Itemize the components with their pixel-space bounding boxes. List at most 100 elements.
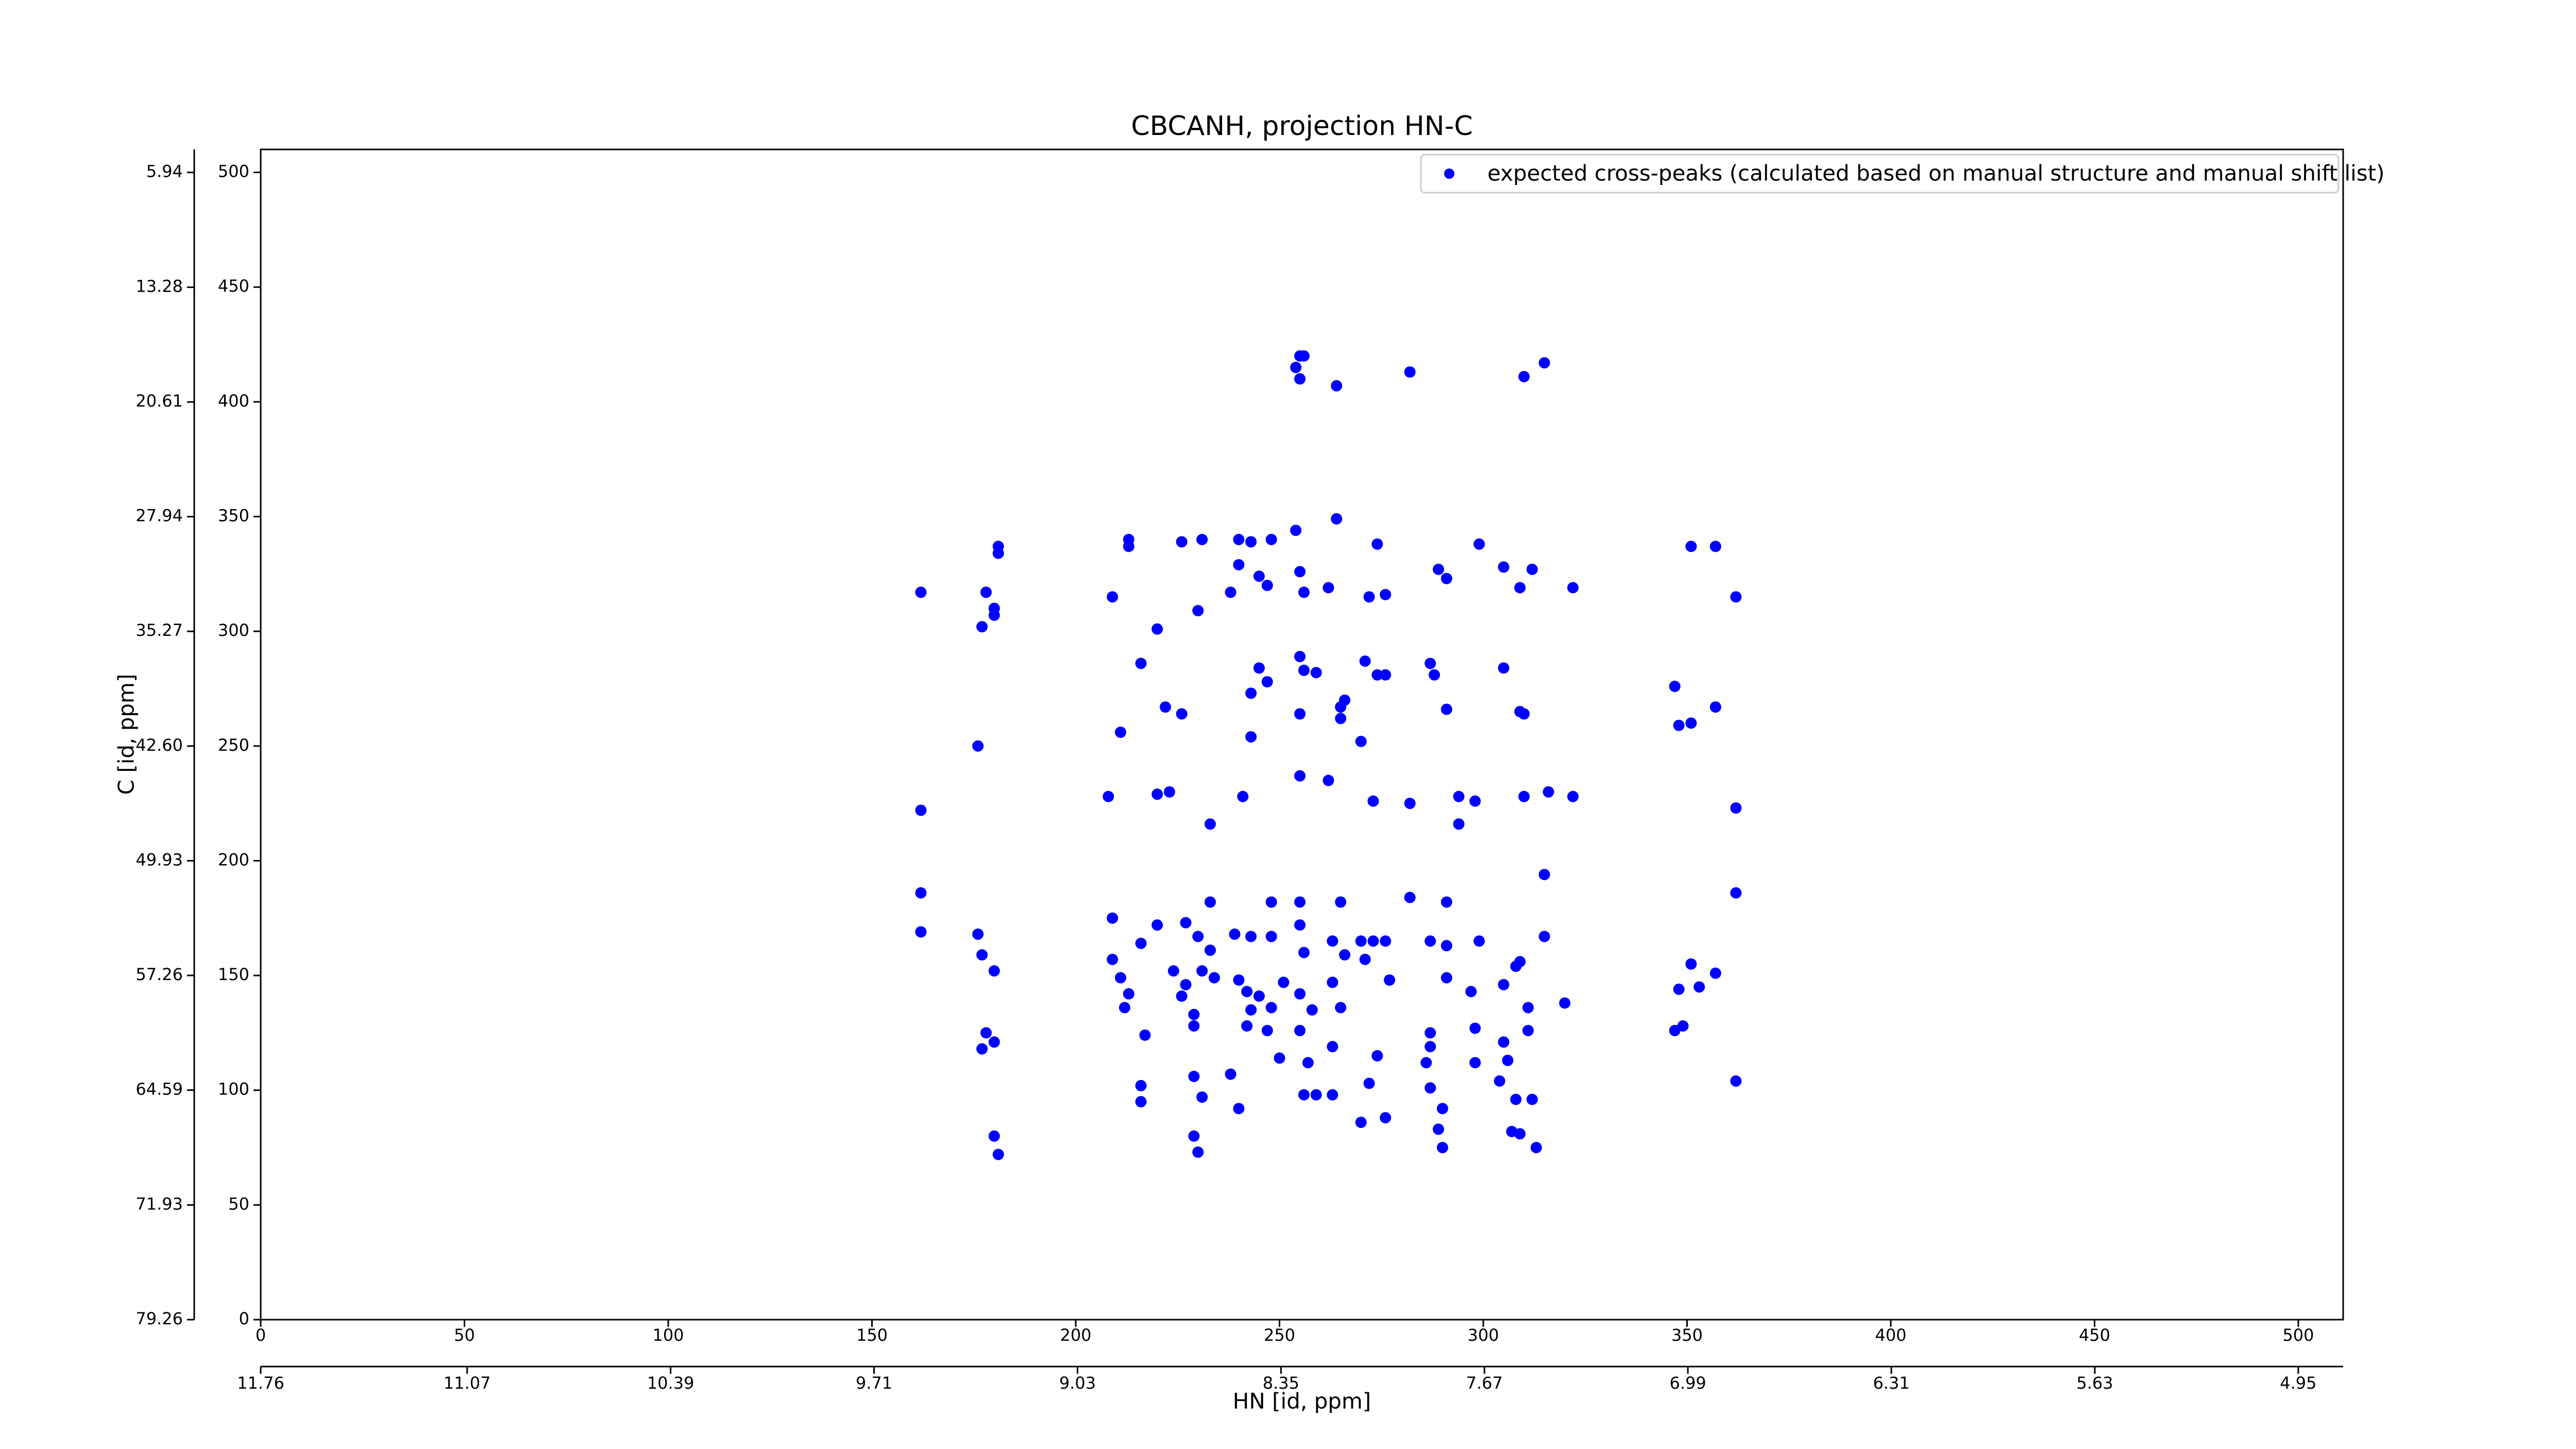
cross-peak — [1290, 525, 1302, 536]
cross-peak — [1371, 1050, 1383, 1062]
cross-peak — [1306, 1004, 1318, 1016]
cross-peak — [1498, 662, 1510, 674]
y2-tick-label: 5.94 — [146, 162, 183, 181]
cross-peak — [1160, 701, 1172, 713]
cross-peak — [1205, 896, 1216, 908]
x2-tick-label: 8.35 — [1263, 1373, 1299, 1393]
cross-peak — [1363, 1077, 1375, 1089]
cross-peak — [1327, 1041, 1338, 1053]
cross-peak — [1229, 928, 1241, 940]
cross-peak — [1514, 956, 1526, 968]
cross-peak — [1274, 1052, 1285, 1064]
cross-peak — [1526, 563, 1538, 575]
cross-peak — [1538, 869, 1550, 881]
cross-peak — [1473, 538, 1485, 550]
cross-peak — [1245, 536, 1257, 548]
cross-peak — [1425, 1082, 1436, 1094]
cross-peak — [1404, 891, 1416, 903]
cross-peak — [1298, 350, 1310, 362]
y2-tick-label: 35.27 — [135, 620, 183, 640]
cross-peak — [1233, 974, 1245, 986]
cross-peak — [1339, 949, 1351, 961]
x2-tick-label: 4.95 — [2280, 1373, 2316, 1393]
cross-peak — [1327, 935, 1338, 947]
cross-peak — [1429, 669, 1440, 681]
cross-peak — [1265, 931, 1277, 942]
cross-peak — [1135, 658, 1147, 669]
cross-peak — [1730, 591, 1742, 603]
cross-peak — [1261, 1024, 1273, 1036]
cross-peak — [1380, 588, 1392, 600]
cross-peak — [1253, 990, 1265, 1002]
x-tick-label: 350 — [1671, 1325, 1703, 1345]
cross-peak — [1440, 703, 1452, 715]
cross-peak — [1685, 958, 1697, 970]
x-tick-label: 150 — [856, 1325, 888, 1345]
cross-peak — [1498, 979, 1510, 990]
cross-peak — [976, 621, 988, 633]
cross-peak — [915, 887, 927, 899]
cross-peak — [1265, 896, 1277, 908]
cross-peak — [1709, 967, 1721, 979]
cross-peak — [1233, 1103, 1245, 1115]
cross-peak — [1176, 708, 1188, 720]
cross-peak — [1135, 1080, 1147, 1091]
cross-peak — [1294, 770, 1306, 782]
cross-peak — [1371, 538, 1383, 550]
cross-peak — [1359, 953, 1371, 965]
cross-peak — [1327, 1089, 1338, 1101]
legend: expected cross-peaks (calculated based o… — [1420, 154, 2385, 194]
cross-peak — [1298, 586, 1310, 598]
cross-peak — [1115, 972, 1127, 984]
cross-peak — [1685, 541, 1697, 552]
cross-peak — [1543, 786, 1554, 798]
cross-peak — [1494, 1075, 1505, 1087]
cross-peak — [1151, 788, 1163, 800]
x2-tick-label: 6.99 — [1670, 1373, 1706, 1393]
y-tick-label: 200 — [218, 850, 249, 869]
cross-peak — [1290, 362, 1302, 374]
cross-peak — [1335, 1002, 1347, 1014]
cross-peak — [1514, 582, 1526, 594]
cross-peak — [1327, 976, 1338, 988]
cross-peak — [1253, 662, 1265, 674]
x-tick-label: 100 — [652, 1325, 684, 1345]
x-axis-label: HN [id, ppm] — [1233, 1389, 1371, 1414]
cross-peak — [1123, 988, 1134, 1000]
cross-peak — [1522, 1024, 1534, 1036]
cross-peak — [1265, 1002, 1277, 1014]
cross-peak — [1225, 586, 1236, 598]
cross-peak — [1567, 790, 1579, 802]
cross-peak — [1245, 931, 1257, 942]
cross-peak — [1331, 513, 1343, 525]
cross-peak — [1331, 380, 1343, 392]
y-tick-label: 400 — [218, 391, 249, 411]
cross-peak — [1323, 582, 1334, 594]
cross-peak — [1294, 1024, 1306, 1036]
x-tick-label: 50 — [454, 1325, 475, 1345]
cross-peak — [1192, 605, 1204, 617]
cross-peak — [1425, 658, 1436, 669]
cross-peak — [1404, 798, 1416, 810]
cross-peak — [1241, 986, 1253, 998]
cross-peak — [1135, 1096, 1147, 1107]
cross-peak — [1302, 1057, 1314, 1069]
y-tick-label: 250 — [218, 735, 249, 755]
cross-peak — [1432, 1123, 1444, 1135]
cross-peak — [1167, 965, 1179, 977]
cross-peak — [1473, 935, 1485, 947]
cross-peak — [1404, 366, 1416, 378]
y2-tick-label: 42.60 — [135, 735, 183, 755]
cross-peak — [1205, 818, 1216, 830]
cross-peak — [1298, 947, 1310, 958]
cross-peak — [992, 547, 1004, 559]
x-tick-label: 0 — [256, 1325, 266, 1345]
cross-peak — [1469, 1057, 1481, 1069]
cross-peak — [1188, 1130, 1200, 1142]
cross-peak — [1730, 802, 1742, 814]
cross-peak — [972, 928, 984, 940]
cross-peak — [1188, 1008, 1200, 1020]
y2-tick-label: 27.94 — [135, 506, 183, 526]
y-axis-label: C [id, ppm] — [114, 674, 139, 795]
